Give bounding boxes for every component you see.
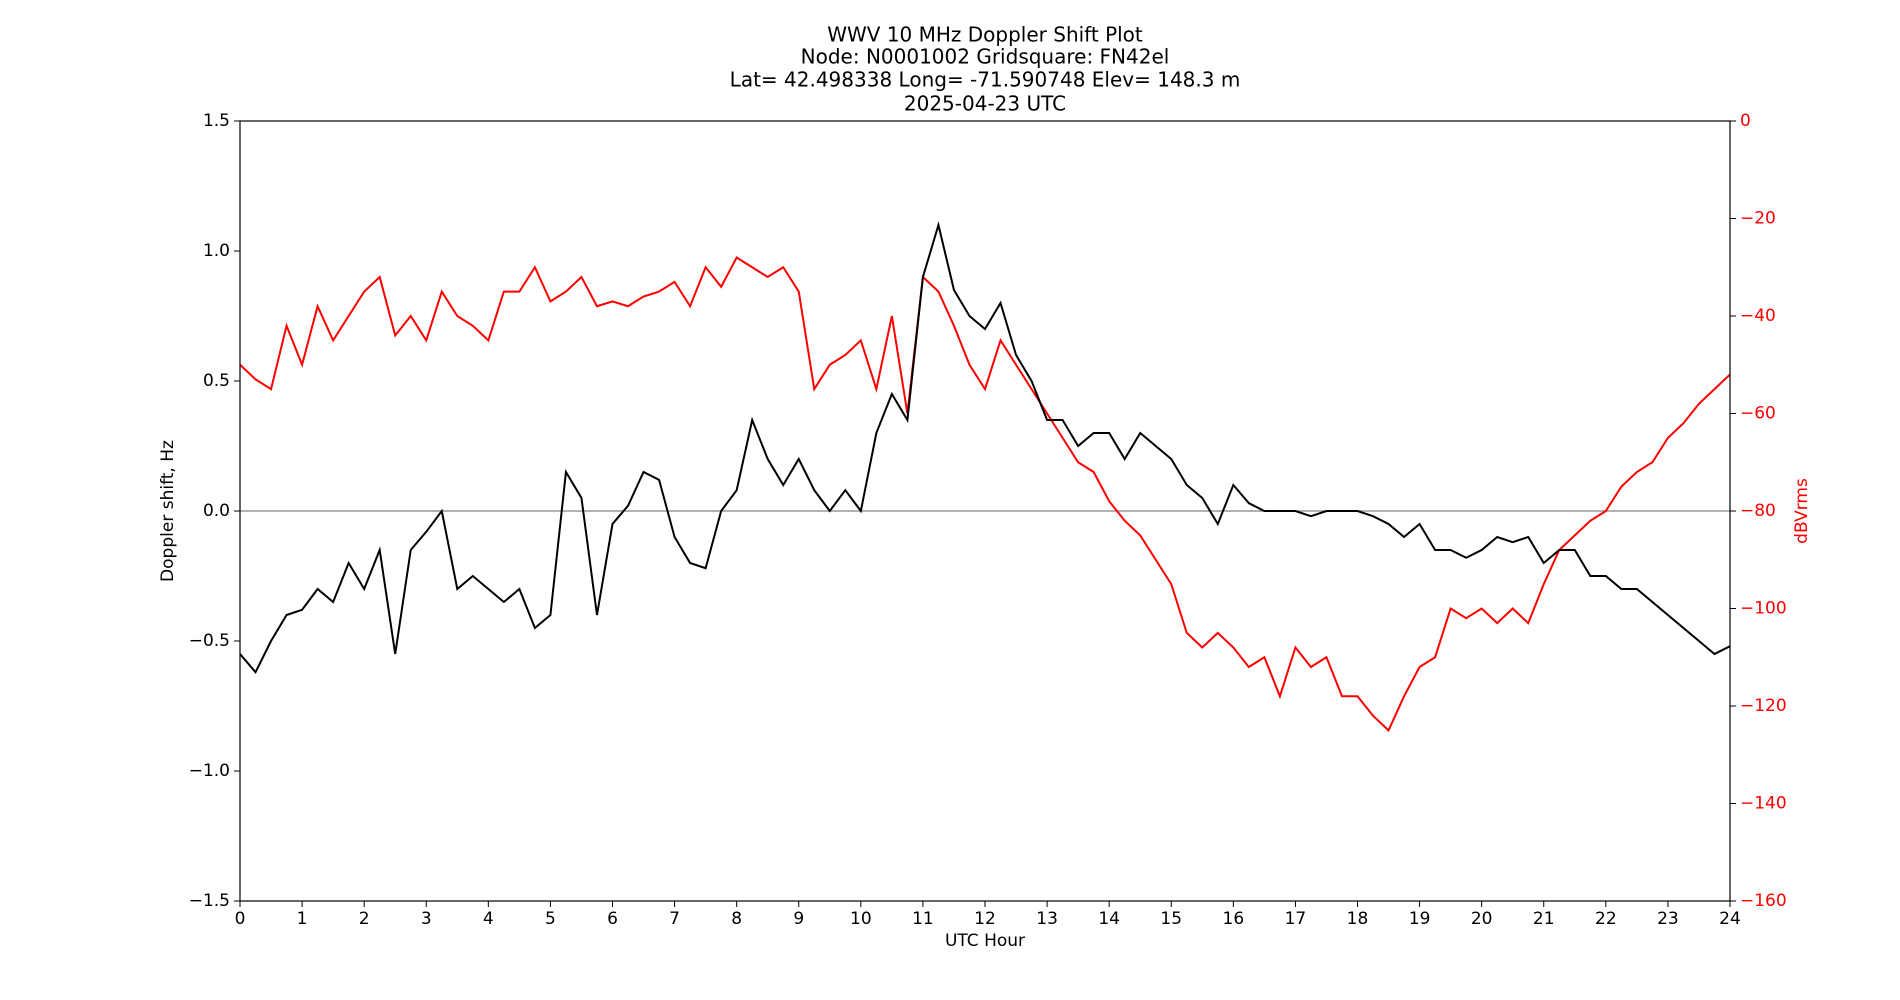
y-tick-label: −1.0	[189, 761, 230, 781]
y-tick-label: −0.5	[189, 631, 230, 651]
x-tick-label: 15	[1160, 909, 1182, 929]
y2-tick-label: −60	[1740, 404, 1776, 424]
x-tick-label: 10	[850, 909, 872, 929]
y2-tick-label: −40	[1740, 306, 1776, 326]
x-tick-label: 13	[1036, 909, 1058, 929]
x-tick-label: 4	[483, 909, 494, 929]
y2-tick-label: 0	[1740, 111, 1751, 131]
y2-tick-label: −80	[1740, 501, 1776, 521]
x-tick-label: 9	[793, 909, 804, 929]
x-tick-label: 18	[1347, 909, 1369, 929]
x-tick-label: 14	[1098, 909, 1120, 929]
plot-frame	[239, 120, 1731, 902]
y-tick-label: 1.0	[203, 241, 230, 261]
y2-tick-label: −160	[1740, 891, 1787, 911]
chart-title: WWV 10 MHz Doppler Shift Plot	[827, 23, 1143, 47]
y-tick-label: −1.5	[189, 891, 230, 911]
x-tick-label: 21	[1533, 909, 1555, 929]
data-line	[239, 221, 1731, 675]
x-tick-label: 19	[1409, 909, 1431, 929]
x-tick-label: 1	[297, 909, 308, 929]
x-tick-label: 7	[669, 909, 680, 929]
x-tick-label: 22	[1595, 909, 1617, 929]
chart-subtitle: Node: N0001002 Gridsquare: FN42el	[801, 45, 1170, 69]
data-line	[239, 256, 1731, 733]
y-axis-label: Doppler shift, Hz	[158, 440, 178, 582]
y2-tick-label: −140	[1740, 794, 1787, 814]
y-tick-label: 0.5	[203, 371, 230, 391]
x-axis-label: UTC Hour	[945, 931, 1025, 951]
y-tick-label: 1.5	[203, 111, 230, 131]
x-tick-label: 24	[1719, 909, 1741, 929]
x-tick-label: 2	[359, 909, 370, 929]
y-tick-label: 0.0	[203, 501, 230, 521]
chart-subtitle: Lat= 42.498338 Long= -71.590748 Elev= 14…	[730, 68, 1241, 92]
x-tick-label: 23	[1657, 909, 1679, 929]
x-tick-label: 12	[974, 909, 996, 929]
chart-subtitle: 2025-04-23 UTC	[904, 92, 1066, 116]
x-tick-label: 8	[731, 909, 742, 929]
x-tick-label: 0	[235, 909, 246, 929]
y2-tick-label: −20	[1740, 209, 1776, 229]
x-tick-label: 5	[545, 909, 556, 929]
y2-axis-label: dBVrms	[1792, 478, 1812, 544]
x-tick-label: 6	[607, 909, 618, 929]
y2-tick-label: −120	[1740, 696, 1787, 716]
x-tick-label: 3	[421, 909, 432, 929]
x-tick-label: 16	[1223, 909, 1245, 929]
x-tick-label: 11	[912, 909, 934, 929]
x-tick-label: 20	[1471, 909, 1493, 929]
y2-tick-label: −100	[1740, 599, 1787, 619]
x-tick-label: 17	[1285, 909, 1307, 929]
